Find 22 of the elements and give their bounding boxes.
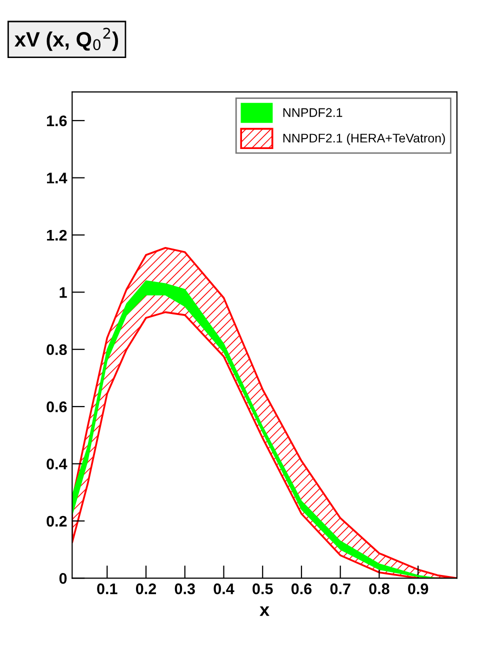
- y-tick-label: 1.4: [47, 172, 68, 184]
- y-tick-label: 0.4: [46, 458, 68, 470]
- x-tick-label: 0.8: [369, 583, 390, 594]
- y-tick-label: 0.6: [46, 401, 67, 412]
- x-tick-label: 0.9: [408, 583, 428, 594]
- x-tick-label: 0.1: [97, 583, 118, 594]
- x-tick-label: 0.5: [252, 583, 273, 594]
- y-tick-label: 0.8: [46, 344, 67, 356]
- x-tick-label: 0.7: [330, 583, 350, 594]
- y-tick-label: 1.6: [47, 115, 67, 126]
- x-axis-title: x: [260, 606, 270, 616]
- legend-label: NNPDF2.1 (HERA+TeVatron): [283, 133, 445, 146]
- legend-label: NNPDF2.1: [283, 108, 342, 117]
- y-tick-label: 0.2: [46, 516, 67, 527]
- y-tick-label: 1.2: [47, 230, 67, 241]
- x-tick-label: 0.6: [291, 583, 312, 594]
- x-tick-label: 0.3: [174, 583, 195, 594]
- x-tick-label: 0.4: [214, 583, 234, 594]
- x-tick-label: 0.2: [136, 583, 156, 594]
- y-axis-title: xV (x, Q$_{0}$$^{2}$): [14, 28, 118, 51]
- y-tick-label: 1: [60, 287, 67, 298]
- y-tick-label: 0: [59, 573, 67, 584]
